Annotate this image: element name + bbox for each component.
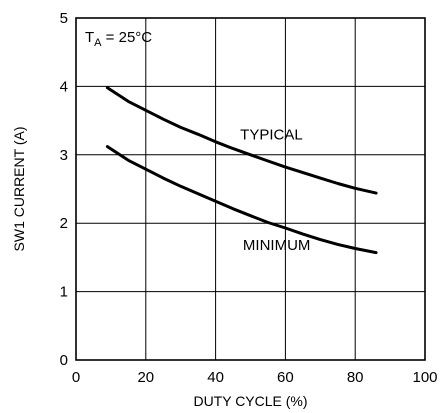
y-tick-labels: 0 1 2 3 4 5 [60, 10, 68, 369]
x-tick-label: 20 [137, 369, 154, 386]
plot-frame [75, 17, 426, 361]
series-line-typical [105, 86, 378, 195]
condition-prefix: T [85, 29, 94, 46]
x-tick-label: 60 [277, 369, 294, 386]
y-tick-label: 0 [60, 352, 68, 369]
condition-annotation: TA = 25°C [85, 29, 152, 49]
y-axis-label: SW1 CURRENT (A) [11, 127, 27, 252]
series-label-typical: TYPICAL [240, 126, 303, 143]
y-tick-label: 1 [60, 284, 68, 301]
x-tick-label: 80 [347, 369, 364, 386]
grid [75, 17, 426, 361]
x-tick-labels: 0 20 40 60 80 100 [72, 369, 438, 386]
y-tick-label: 2 [60, 215, 68, 232]
x-axis-label: DUTY CYCLE (%) [193, 393, 307, 409]
y-tick-label: 3 [60, 147, 68, 164]
data-series [105, 86, 378, 255]
condition-subscript: A [94, 37, 102, 49]
x-tick-label: 40 [207, 369, 224, 386]
condition-suffix: = 25°C [102, 29, 153, 46]
x-tick-label: 100 [412, 369, 437, 386]
y-tick-label: 5 [60, 10, 68, 27]
x-tick-label: 0 [72, 369, 80, 386]
y-tick-label: 4 [60, 78, 68, 95]
series-label-minimum: MINIMUM [243, 237, 311, 254]
series-line-minimum [105, 145, 378, 255]
